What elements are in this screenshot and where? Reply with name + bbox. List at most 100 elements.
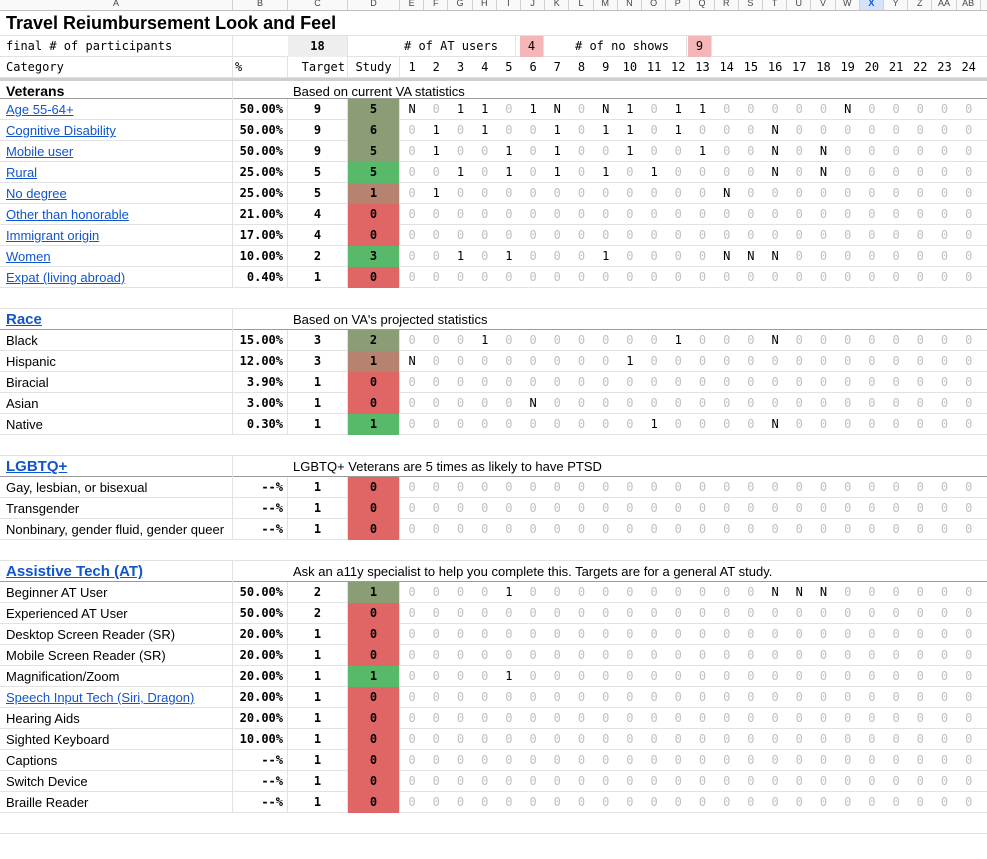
participant-cell[interactable]: 0 (940, 396, 949, 410)
percent-cell[interactable]: 25.00% (233, 162, 288, 183)
percent-cell[interactable]: 12.00% (233, 351, 288, 372)
participant-cell[interactable]: 0 (819, 102, 828, 116)
participant-cell[interactable]: N (819, 585, 828, 599)
category-label[interactable]: Age 55-64+ (0, 99, 233, 120)
participant-cell[interactable]: 0 (868, 102, 876, 116)
participant-cell[interactable]: 0 (747, 690, 755, 704)
participant-cell[interactable]: 0 (844, 249, 852, 263)
target-cell[interactable]: 5 (288, 183, 348, 204)
participant-cell[interactable]: 1 (553, 123, 561, 137)
participant-cell[interactable]: 0 (529, 333, 537, 347)
study-count-cell[interactable]: 0 (348, 708, 400, 729)
participant-cell[interactable]: N (553, 102, 561, 116)
participant-cell[interactable]: 0 (602, 144, 610, 158)
participant-cell[interactable]: 0 (723, 123, 731, 137)
participant-cell[interactable]: 0 (481, 648, 489, 662)
participant-cell[interactable]: 0 (674, 585, 682, 599)
participant-cell[interactable]: 0 (481, 711, 489, 725)
participant-cell[interactable]: 0 (940, 333, 949, 347)
participant-cell[interactable]: 0 (577, 690, 586, 704)
participant-cell[interactable]: 0 (553, 396, 561, 410)
participant-cell[interactable]: 0 (940, 228, 949, 242)
participant-cell[interactable]: 0 (844, 333, 852, 347)
participant-cell[interactable]: 1 (650, 165, 658, 179)
participant-cell[interactable]: 0 (819, 354, 828, 368)
participant-cell[interactable]: 0 (577, 102, 586, 116)
participant-cell[interactable]: 0 (723, 375, 731, 389)
participant-cell[interactable]: N (771, 165, 779, 179)
participant-cell[interactable]: 0 (868, 522, 876, 536)
participant-cell[interactable]: 0 (844, 585, 852, 599)
participant-number-header[interactable]: 24 (961, 60, 976, 74)
participant-cell[interactable]: 0 (674, 711, 682, 725)
participant-cell[interactable]: 0 (844, 207, 852, 221)
participant-cell[interactable]: 0 (553, 795, 561, 809)
column-letter-r[interactable]: R (715, 0, 739, 10)
participant-cell[interactable]: 0 (965, 669, 973, 683)
participant-cell[interactable]: 0 (505, 123, 513, 137)
study-count-cell[interactable]: 5 (348, 99, 400, 120)
participant-cell[interactable]: 0 (577, 228, 586, 242)
participant-cell[interactable]: 0 (916, 270, 924, 284)
participant-cell[interactable]: 1 (626, 354, 634, 368)
participant-cell[interactable]: 0 (916, 480, 924, 494)
participant-cell[interactable]: 1 (432, 186, 440, 200)
participant-cell[interactable]: 0 (723, 606, 731, 620)
category-label[interactable]: Sighted Keyboard (0, 729, 233, 750)
percent-cell[interactable]: 20.00% (233, 624, 288, 645)
participant-cell[interactable]: 0 (771, 795, 779, 809)
participant-cell[interactable]: 0 (940, 417, 949, 431)
participant-cell[interactable]: 0 (892, 522, 900, 536)
participant-cell[interactable]: 0 (771, 354, 779, 368)
participant-cell[interactable]: 0 (432, 648, 440, 662)
participant-cell[interactable]: 0 (602, 648, 610, 662)
participant-cell[interactable]: 0 (674, 690, 682, 704)
participant-cell[interactable]: 0 (795, 522, 803, 536)
participant-cell[interactable]: 0 (771, 228, 779, 242)
participant-cell[interactable]: 0 (553, 585, 561, 599)
participant-cell[interactable]: 0 (965, 753, 973, 767)
participant-cell[interactable]: 0 (456, 333, 465, 347)
participant-cell[interactable]: 0 (698, 753, 707, 767)
column-letter-b[interactable]: B (233, 0, 288, 10)
participant-cell[interactable]: 0 (529, 648, 537, 662)
participant-cell[interactable]: 0 (844, 375, 852, 389)
column-letter-x[interactable]: X (859, 0, 884, 10)
participant-cell[interactable]: 0 (819, 123, 828, 137)
participant-cell[interactable]: 0 (819, 396, 828, 410)
participant-cell[interactable]: 0 (795, 354, 803, 368)
participant-cell[interactable]: 0 (456, 375, 465, 389)
participant-cell[interactable]: 0 (771, 732, 779, 746)
participant-cell[interactable]: 0 (626, 732, 634, 746)
participant-cell[interactable]: 0 (698, 711, 707, 725)
participant-cell[interactable]: 0 (602, 585, 610, 599)
participant-cell[interactable]: 0 (747, 795, 755, 809)
participant-cell[interactable]: 0 (674, 774, 682, 788)
participant-cell[interactable]: 0 (747, 417, 755, 431)
participant-cell[interactable]: 0 (505, 732, 513, 746)
participant-cell[interactable]: 0 (650, 795, 658, 809)
participant-cell[interactable]: 0 (868, 648, 876, 662)
participant-cell[interactable]: 0 (432, 606, 440, 620)
column-letter-m[interactable]: M (594, 0, 618, 10)
participant-cell[interactable]: 0 (432, 417, 440, 431)
participant-cell[interactable]: 0 (940, 669, 949, 683)
participant-cell[interactable]: 0 (505, 186, 513, 200)
participant-cell[interactable]: N (771, 144, 779, 158)
participant-cell[interactable]: 0 (892, 333, 900, 347)
column-letter-i[interactable]: I (497, 0, 521, 10)
participant-cell[interactable]: 0 (795, 753, 803, 767)
participant-cell[interactable]: 0 (844, 711, 852, 725)
participant-cell[interactable]: 0 (505, 795, 513, 809)
participant-cell[interactable]: 0 (892, 417, 900, 431)
participant-cell[interactable]: 0 (577, 144, 586, 158)
participant-cell[interactable]: 0 (408, 123, 416, 137)
participant-cell[interactable]: 0 (650, 123, 658, 137)
participant-cell[interactable]: 0 (747, 753, 755, 767)
study-count-cell[interactable]: 0 (348, 624, 400, 645)
percent-cell[interactable]: 20.00% (233, 666, 288, 687)
percent-cell[interactable]: 50.00% (233, 141, 288, 162)
category-label[interactable]: Women (0, 246, 233, 267)
participant-cell[interactable]: 1 (650, 417, 658, 431)
percent-cell[interactable]: 20.00% (233, 687, 288, 708)
